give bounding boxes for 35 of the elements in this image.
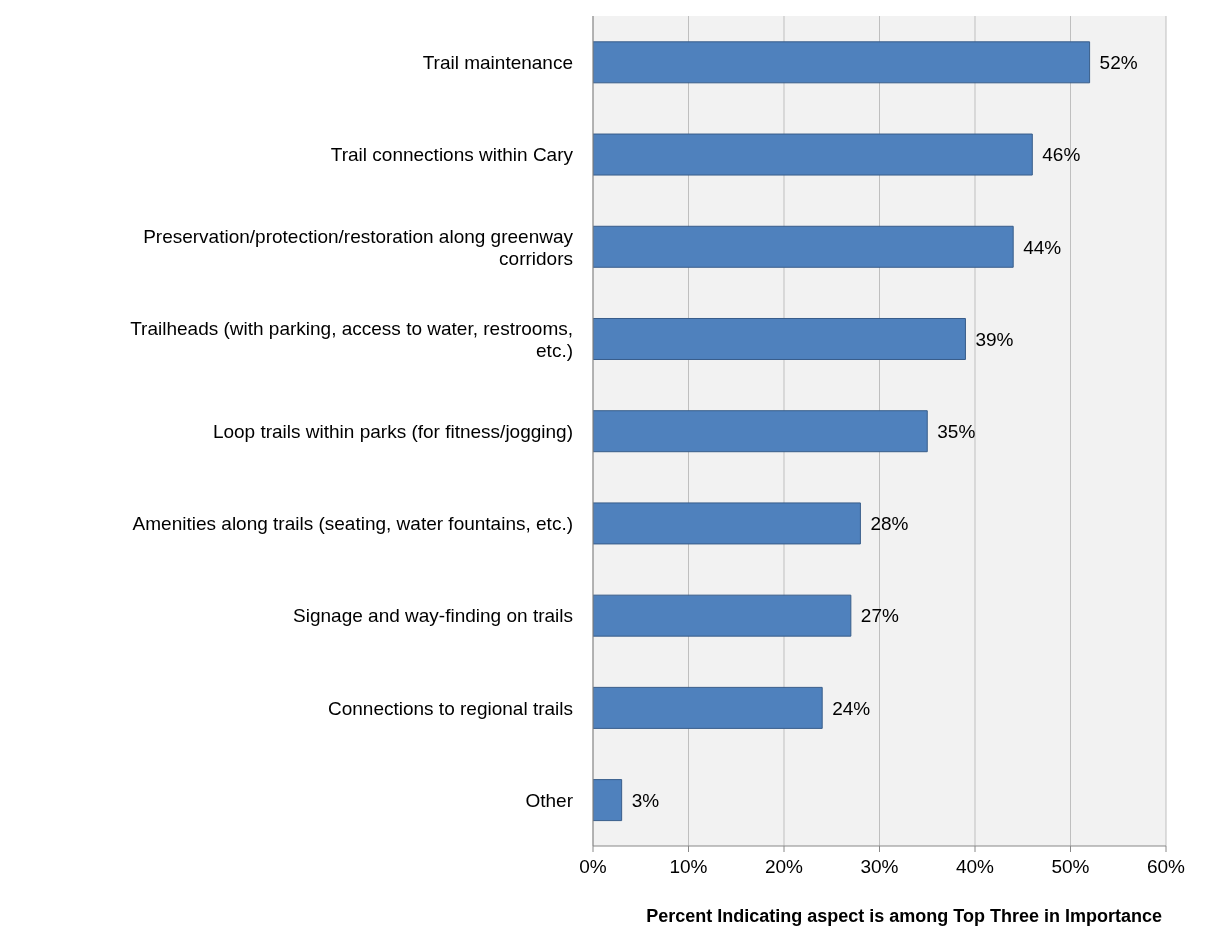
y-tick-label: Trailheads (with parking, access to water, restrooms, etc.) — [130, 317, 573, 361]
y-tick-label: Preservation/protection/restoration along greenway corridors — [143, 225, 574, 269]
bar — [593, 317, 966, 360]
bar — [593, 594, 852, 637]
x-tick-label: 40% — [955, 856, 995, 878]
x-tick-label: 60% — [1146, 856, 1186, 878]
data-label: 35% — [937, 420, 976, 442]
bar — [593, 133, 1033, 176]
data-label: 52% — [1099, 52, 1138, 74]
x-axis-title: Percent Indicating aspect is among Top Three in Importance — [646, 906, 1162, 926]
data-label: 39% — [975, 328, 1014, 350]
x-tick-label: 10% — [669, 856, 708, 878]
y-tick-label: Trail connections within Cary — [330, 143, 574, 165]
data-label: 27% — [860, 605, 899, 627]
y-tick-label: Connections to regional trails — [327, 697, 573, 719]
x-tick-label: 50% — [1051, 856, 1090, 878]
data-label: 24% — [832, 697, 871, 719]
y-tick-label: Amenities along trails (seating, water fountains, etc.) — [132, 512, 573, 534]
bar — [593, 779, 623, 822]
data-label: 28% — [870, 513, 909, 535]
x-tick-label: 20% — [764, 856, 804, 878]
y-tick-label: Trail maintenance — [422, 51, 573, 73]
data-label: 44% — [1023, 236, 1062, 258]
data-label: 46% — [1042, 144, 1081, 166]
bar — [593, 502, 861, 545]
y-tick-label: Loop trails within parks (for fitness/jogging) — [212, 420, 573, 442]
data-label: 3% — [631, 789, 660, 811]
x-tick-label: 30% — [860, 856, 899, 878]
bar — [593, 225, 1014, 268]
y-tick-label: Signage and way-finding on trails — [293, 604, 573, 626]
x-tick-label: 0% — [579, 856, 607, 878]
bar — [593, 686, 823, 729]
y-tick-label: Other — [525, 789, 574, 811]
bar — [593, 410, 928, 453]
bar — [593, 41, 1091, 84]
